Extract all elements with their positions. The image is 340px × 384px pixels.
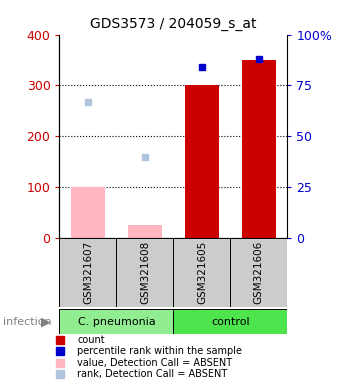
Text: rank, Detection Call = ABSENT: rank, Detection Call = ABSENT	[77, 369, 227, 379]
Bar	[173, 238, 231, 307]
Bar	[128, 225, 162, 238]
Text: GSM321605: GSM321605	[197, 241, 207, 304]
Text: count: count	[77, 335, 105, 345]
Text: GSM321606: GSM321606	[254, 241, 264, 304]
Bar	[242, 60, 276, 238]
Text: infection: infection	[3, 316, 52, 327]
Text: ▶: ▶	[41, 315, 51, 328]
Text: C. pneumonia: C. pneumonia	[78, 316, 155, 327]
Bar	[231, 238, 287, 307]
Text: control: control	[211, 316, 250, 327]
Title: GDS3573 / 204059_s_at: GDS3573 / 204059_s_at	[90, 17, 257, 31]
Bar	[116, 238, 173, 307]
Bar	[185, 86, 219, 238]
Bar	[59, 309, 173, 334]
Text: value, Detection Call = ABSENT: value, Detection Call = ABSENT	[77, 358, 232, 368]
Text: percentile rank within the sample: percentile rank within the sample	[77, 346, 242, 356]
Bar	[71, 187, 105, 238]
Text: GSM321607: GSM321607	[83, 241, 93, 304]
Bar	[173, 309, 287, 334]
Bar	[59, 238, 116, 307]
Text: GSM321608: GSM321608	[140, 241, 150, 304]
